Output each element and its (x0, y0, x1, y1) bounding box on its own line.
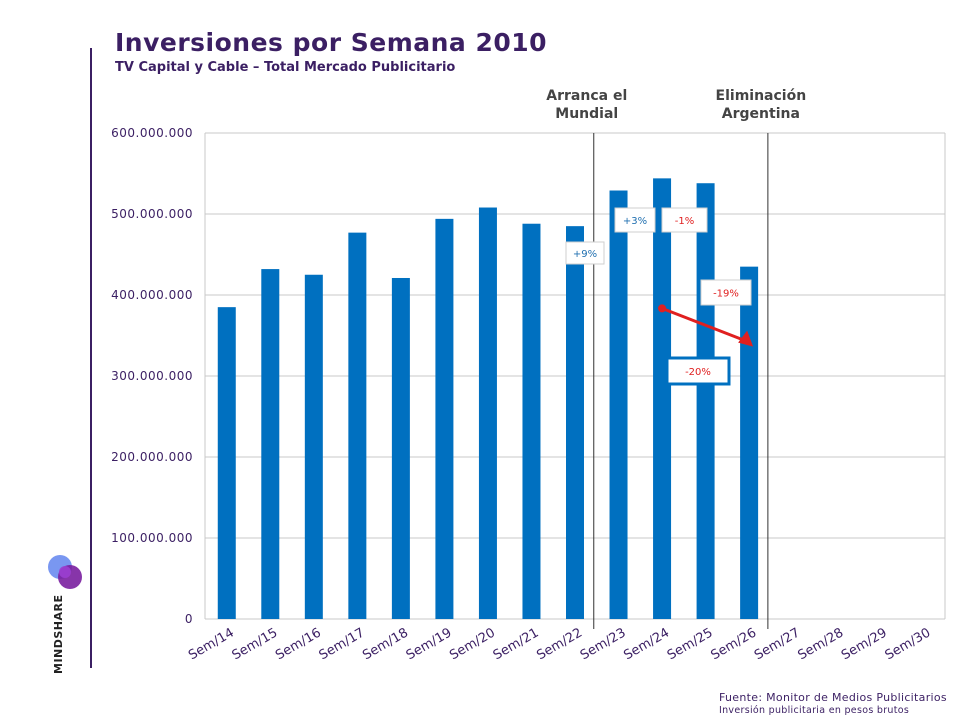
percent-box (700, 279, 752, 306)
percent-annotations: +9% +3% -1% -19% -20% (565, 207, 752, 386)
bar (653, 178, 672, 620)
percent-label: +3% (623, 216, 647, 227)
trend-arrow (658, 304, 754, 347)
bar (609, 190, 628, 619)
bar (217, 307, 236, 619)
bar (435, 218, 454, 620)
x-tick-label: Sem/27 (752, 625, 803, 663)
y-tick-label: 500.000.000 (111, 207, 193, 221)
trend-arrow-start (658, 304, 667, 313)
x-tick-label: Sem/20 (447, 625, 498, 663)
source-subnote: Inversión publicitaria en pesos brutos (719, 705, 910, 716)
x-tick-label: Sem/19 (404, 625, 455, 663)
x-tick-label: Sem/18 (360, 625, 411, 663)
percent-label: -19% (713, 289, 739, 300)
x-tick-label: Sem/14 (186, 625, 237, 663)
bar (740, 266, 759, 619)
side-divider (90, 48, 92, 668)
y-tick-label: 100.000.000 (111, 531, 193, 545)
percent-box (614, 207, 656, 233)
y-tick-label: 200.000.000 (111, 450, 193, 464)
event-marker-label: Argentina (722, 106, 800, 122)
x-tick-label: Sem/29 (839, 625, 890, 663)
x-axis: Sem/14Sem/15Sem/16Sem/17Sem/18Sem/19Sem/… (186, 625, 933, 663)
event-marker-label: Mundial (555, 106, 618, 122)
percent-box (565, 241, 605, 265)
y-tick-label: 300.000.000 (111, 369, 193, 383)
percent-box (665, 356, 731, 386)
y-axis: 0 100.000.000 200.000.000 300.000.000 400.00… (111, 126, 193, 626)
trend-arrow-head (738, 330, 754, 347)
page-subtitle: TV Capital y Cable – Total Mercado Publi… (115, 60, 456, 75)
percent-label: +9% (573, 249, 597, 260)
x-tick-label: Sem/15 (230, 625, 281, 663)
y-tick-label: 400.000.000 (111, 288, 193, 302)
y-tick-label: 600.000.000 (111, 126, 193, 140)
percent-label: -20% (685, 367, 711, 378)
x-tick-label: Sem/22 (534, 625, 585, 663)
bar (566, 226, 584, 619)
bar (478, 207, 497, 619)
bar (522, 223, 541, 619)
bar (391, 277, 410, 619)
bar (261, 269, 280, 619)
bar (348, 232, 367, 619)
x-tick-label: Sem/28 (796, 625, 847, 663)
x-tick-label: Sem/17 (317, 625, 368, 663)
x-tick-label: Sem/25 (665, 625, 716, 663)
x-tick-label: Sem/24 (621, 625, 672, 663)
event-marker-label: Eliminación (716, 88, 807, 104)
bar (304, 274, 323, 619)
percent-label: -1% (675, 216, 694, 227)
x-tick-label: Sem/21 (491, 625, 542, 663)
trend-arrow-line (661, 306, 746, 343)
percent-box (661, 207, 708, 233)
bar (696, 183, 715, 619)
page-title: Inversiones por Semana 2010 (115, 28, 548, 57)
bar-series (217, 178, 759, 620)
x-tick-label: Sem/23 (578, 625, 629, 663)
mindshare-logo-icon (48, 555, 82, 589)
event-markers: Arranca el Mundial Eliminación Argentina (546, 88, 806, 629)
x-tick-label: Sem/26 (708, 625, 759, 663)
event-marker-label: Arranca el (546, 88, 627, 104)
x-tick-label: Sem/16 (273, 625, 324, 663)
x-tick-label: Sem/30 (883, 625, 934, 663)
source-note: Fuente: Monitor de Medios Publicitarios (719, 691, 947, 704)
y-tick-label: 0 (185, 612, 193, 626)
